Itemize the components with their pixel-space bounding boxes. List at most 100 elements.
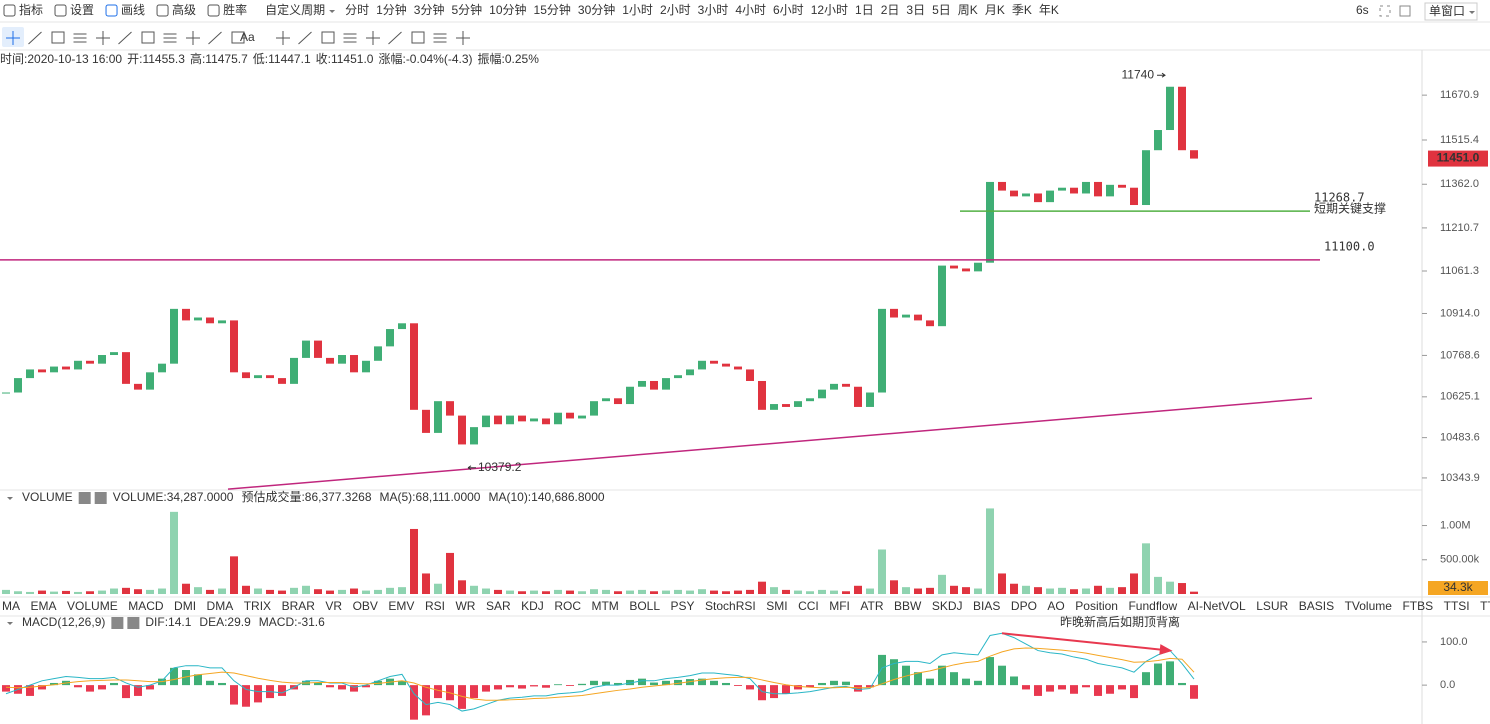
- macd-bar: [1082, 685, 1090, 688]
- indicator-tab[interactable]: TVolume: [1345, 599, 1393, 613]
- period-tab[interactable]: 5日: [932, 3, 951, 17]
- indicator-tab[interactable]: Fundflow: [1128, 599, 1177, 613]
- indicator-tab[interactable]: SKDJ: [932, 599, 963, 613]
- period-tab[interactable]: 3日: [906, 3, 925, 17]
- tool-icon[interactable]: [276, 31, 290, 45]
- indicator-tab[interactable]: BBW: [894, 599, 922, 613]
- indicator-tab[interactable]: MTM: [591, 599, 618, 613]
- indicator-tab[interactable]: BASIS: [1299, 599, 1334, 613]
- custom-period[interactable]: 自定义周期: [265, 2, 325, 17]
- indicator-tab[interactable]: StochRSI: [705, 599, 756, 613]
- indicator-tab[interactable]: SMI: [766, 599, 787, 613]
- indicator-tab[interactable]: MFI: [829, 599, 850, 613]
- tool-icon[interactable]: [298, 31, 312, 45]
- period-tab[interactable]: 3小时: [698, 3, 729, 17]
- candle: [794, 401, 802, 407]
- indicator-tab[interactable]: EMA: [31, 599, 57, 613]
- indicator-tab[interactable]: FTBS: [1402, 599, 1433, 613]
- period-tab[interactable]: 3分钟: [414, 2, 445, 17]
- indicator-tab[interactable]: ATR: [860, 599, 883, 613]
- toolbar-item[interactable]: 指标: [19, 2, 43, 17]
- tool-icon[interactable]: [456, 31, 470, 45]
- period-tab[interactable]: 15分钟: [534, 2, 571, 17]
- tool-icon[interactable]: [28, 31, 42, 45]
- period-tab[interactable]: 年K: [1039, 3, 1059, 17]
- indicator-tab[interactable]: VOLUME: [67, 599, 118, 613]
- indicator-tab[interactable]: LSUR: [1256, 599, 1288, 613]
- tool-icon[interactable]: [343, 33, 357, 43]
- indicator-tab[interactable]: KDJ: [521, 599, 544, 613]
- toolbar-item[interactable]: 胜率: [223, 2, 247, 17]
- y-tick-label: 11670.9: [1440, 89, 1479, 101]
- indicator-tab[interactable]: BIAS: [973, 599, 1000, 613]
- indicator-tab[interactable]: BRAR: [282, 599, 316, 613]
- window-select[interactable]: [1424, 2, 1478, 21]
- period-tab[interactable]: 2日: [881, 3, 900, 17]
- indicator-tab[interactable]: DPO: [1011, 599, 1037, 613]
- period-tab[interactable]: 2小时: [660, 3, 691, 17]
- period-tab[interactable]: 1小时: [622, 3, 653, 17]
- macd-bar: [770, 685, 778, 699]
- indicator-tab[interactable]: WR: [455, 599, 475, 613]
- tool-icon[interactable]: [388, 31, 402, 45]
- tool-icon[interactable]: [51, 31, 65, 44]
- toolbar-item[interactable]: 高级: [172, 2, 196, 17]
- period-tab[interactable]: 月K: [985, 3, 1005, 17]
- tool-icon[interactable]: [6, 31, 20, 45]
- period-tab[interactable]: 5分钟: [451, 2, 482, 17]
- period-tab[interactable]: 6小时: [773, 3, 804, 17]
- tool-icon[interactable]: [118, 31, 132, 45]
- tool-icon[interactable]: [141, 31, 155, 44]
- period-tab[interactable]: 季K: [1012, 3, 1032, 17]
- period-tab[interactable]: 30分钟: [578, 2, 615, 17]
- settings-button[interactable]: [111, 617, 124, 629]
- period-tab[interactable]: 4小时: [735, 3, 766, 17]
- indicator-tab[interactable]: TTSI: [1444, 599, 1470, 613]
- volume-bar: [902, 587, 910, 594]
- tool-icon[interactable]: [73, 33, 87, 43]
- indicator-tab[interactable]: AI-NetVOL: [1188, 599, 1246, 613]
- tool-icon[interactable]: [186, 31, 200, 45]
- close-button[interactable]: [94, 492, 107, 504]
- tool-icon[interactable]: [321, 31, 335, 44]
- indicator-tab[interactable]: ROC: [554, 599, 581, 613]
- indicator-tab[interactable]: SAR: [486, 599, 511, 613]
- indicator-tab[interactable]: BOLL: [629, 599, 660, 613]
- indicator-tab[interactable]: VR: [325, 599, 342, 613]
- indicator-tab[interactable]: TTMU: [1480, 599, 1490, 613]
- indicator-tab[interactable]: OBV: [353, 599, 378, 613]
- period-tab[interactable]: 12小时: [811, 3, 848, 17]
- indicator-tab[interactable]: MA: [2, 599, 20, 613]
- macd-bar: [902, 665, 910, 686]
- tool-icon[interactable]: [231, 31, 245, 44]
- period-tab[interactable]: 1分钟: [376, 2, 407, 17]
- indicator-tab[interactable]: CCI: [798, 599, 819, 613]
- window-mode[interactable]: 单窗口: [1429, 4, 1465, 18]
- tool-icon[interactable]: [163, 33, 177, 43]
- indicator-tab[interactable]: PSY: [671, 599, 695, 613]
- indicator-tab[interactable]: TRIX: [244, 599, 271, 613]
- volume-bar: [1106, 587, 1114, 594]
- period-tab[interactable]: 周K: [958, 3, 978, 17]
- tool-icon[interactable]: [366, 31, 380, 45]
- tool-icon[interactable]: [208, 31, 222, 45]
- refresh-interval[interactable]: 6s: [1356, 3, 1369, 17]
- indicator-tab[interactable]: RSI: [425, 599, 445, 613]
- tool-icon[interactable]: [433, 33, 447, 43]
- period-tab[interactable]: 1日: [855, 3, 874, 17]
- toolbar-item[interactable]: 画线: [121, 3, 145, 17]
- close-button[interactable]: [127, 617, 140, 629]
- settings-button[interactable]: [78, 492, 91, 504]
- macd-bar: [326, 685, 334, 688]
- indicator-tab[interactable]: Position: [1075, 599, 1118, 613]
- indicator-tab[interactable]: EMV: [388, 599, 414, 613]
- indicator-tab[interactable]: MACD: [128, 599, 164, 613]
- indicator-tab[interactable]: AO: [1047, 599, 1064, 613]
- period-tab[interactable]: 10分钟: [489, 2, 526, 17]
- tool-icon[interactable]: [411, 31, 425, 44]
- period-tab[interactable]: 分时: [345, 3, 369, 17]
- indicator-tab[interactable]: DMA: [207, 599, 234, 613]
- indicator-tab[interactable]: DMI: [174, 599, 196, 613]
- tool-icon[interactable]: [96, 31, 110, 45]
- toolbar-item[interactable]: 设置: [70, 3, 94, 17]
